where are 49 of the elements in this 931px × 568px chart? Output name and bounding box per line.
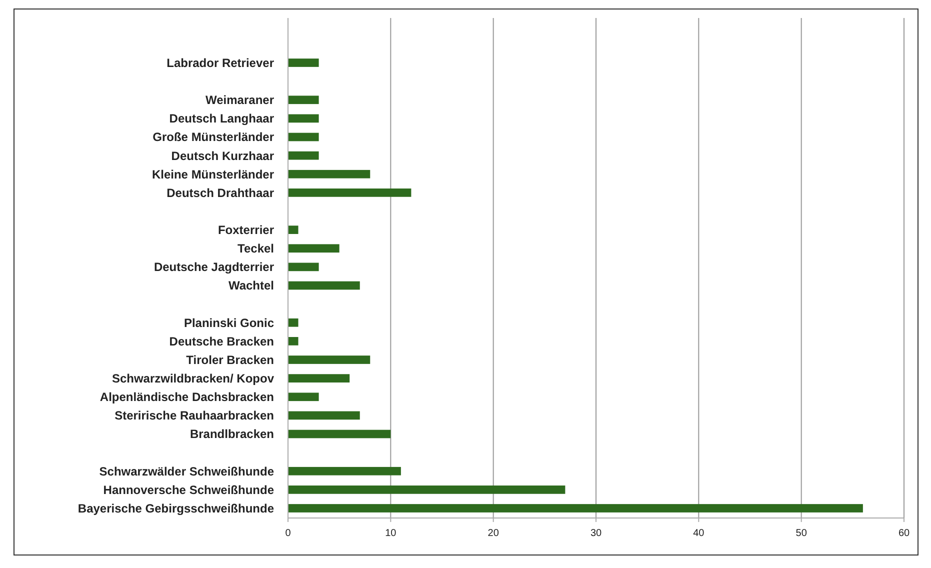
y-tick-label: Wachtel — [228, 278, 274, 293]
x-tick-label: 40 — [693, 528, 705, 539]
y-tick-label: Weimaraner — [206, 93, 274, 108]
bar — [288, 430, 391, 438]
y-tick-label: Teckel — [238, 242, 274, 256]
bar — [288, 244, 340, 253]
y-tick-label: Deutsche Jagdterrier — [154, 260, 274, 274]
bar — [288, 58, 319, 67]
x-tick-label: 0 — [285, 528, 292, 539]
y-tick-label: Deutsch Drahthaar — [166, 186, 274, 200]
bar — [288, 356, 370, 364]
y-tick-label: Brandlbracken — [190, 427, 274, 442]
bar — [288, 374, 350, 382]
bar — [288, 281, 360, 290]
bar — [288, 392, 319, 402]
y-tick-label: Bayerische Gebirgsschweißhunde — [78, 501, 274, 516]
bar — [288, 114, 319, 123]
y-tick-label: Hannoversche Schweißhunde — [103, 482, 274, 497]
y-tick-label: Deutsch Kurzhaar — [171, 148, 274, 163]
bar — [288, 226, 298, 234]
bar — [288, 170, 370, 178]
bar — [288, 262, 319, 272]
x-tick-label: 10 — [385, 528, 397, 539]
bar — [288, 466, 401, 476]
bar — [288, 188, 412, 197]
y-tick-label: Deutsch Langhaar — [169, 112, 274, 126]
bar — [288, 96, 319, 104]
y-tick-label: Deutsche Bracken — [169, 334, 274, 348]
bar — [288, 504, 863, 512]
x-tick-label: 30 — [590, 528, 602, 539]
bar — [288, 486, 566, 494]
x-tick-label: 20 — [488, 528, 500, 539]
bar — [288, 132, 319, 142]
bar — [288, 337, 298, 346]
y-tick-label: Kleine Münsterländer — [152, 167, 274, 182]
bar — [288, 151, 319, 160]
y-tick-label: Planinski Gonic — [184, 316, 274, 330]
y-tick-label: Schwarzwälder Schweißhunde — [99, 464, 274, 478]
y-tick-label: Foxterrier — [218, 223, 274, 238]
y-tick-label: Große Münsterländer — [152, 130, 274, 144]
y-tick-label: Sterirische Rauhaarbracken — [114, 408, 274, 423]
x-tick-label: 50 — [796, 528, 808, 539]
y-tick-label: Alpenländische Dachsbracken — [100, 390, 274, 404]
x-tick-label: 60 — [898, 528, 910, 539]
y-tick-label: Tiroler Bracken — [186, 352, 274, 367]
bar — [288, 411, 360, 420]
y-tick-label: Schwarzwildbracken/ Kopov — [112, 372, 274, 386]
y-tick-label: Labrador Retriever — [166, 56, 274, 70]
bar — [288, 318, 298, 327]
